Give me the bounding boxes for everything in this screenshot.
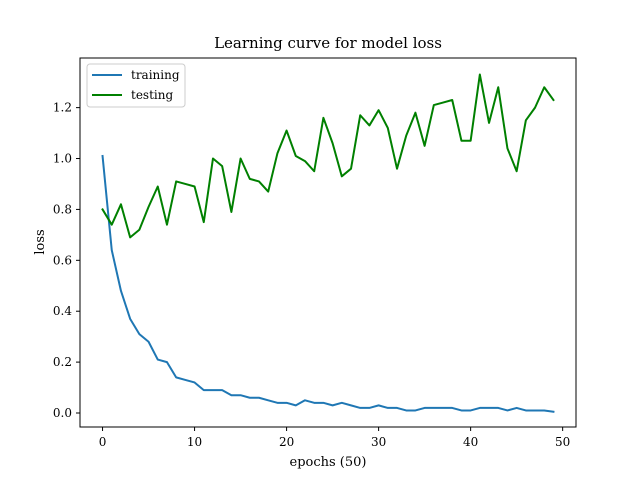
legend-label-testing: testing [131, 88, 173, 102]
x-tick-label: 30 [371, 435, 386, 449]
y-tick-label: 0.8 [53, 202, 72, 216]
chart-title: Learning curve for model loss [214, 34, 442, 52]
y-tick-label: 1.2 [53, 101, 72, 115]
x-axis-label: epochs (50) [290, 455, 367, 470]
y-tick-label: 0.6 [53, 253, 72, 267]
y-axis-label: loss [33, 229, 48, 254]
plot-frame [79, 57, 577, 428]
x-tick-label: 10 [187, 435, 202, 449]
y-tick-label: 0.2 [53, 355, 72, 369]
x-tick-label: 40 [463, 435, 478, 449]
y-tick-label: 0.0 [53, 406, 72, 420]
series-layer [101, 73, 555, 413]
y-tick-label: 1.0 [53, 152, 72, 166]
legend: training testing [86, 63, 186, 108]
x-tick-label: 50 [555, 435, 570, 449]
x-tick-label: 20 [279, 435, 294, 449]
x-tick-label: 0 [99, 435, 107, 449]
series-line-training [101, 154, 555, 413]
legend-label-training: training [131, 68, 180, 82]
ticks-layer: 0 10 20 30 40 50 0.0 0.2 0.4 0.6 0.8 1.0 1.2 [53, 101, 570, 449]
y-tick-label: 0.4 [53, 304, 72, 318]
series-line-testing [101, 73, 555, 239]
